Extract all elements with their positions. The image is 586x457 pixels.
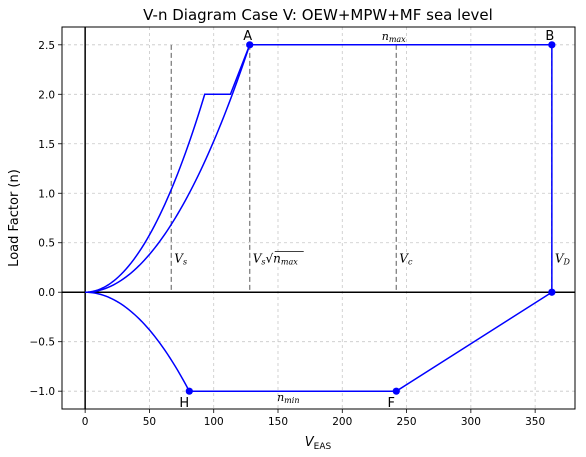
x-tick-label: 350 [525,416,545,428]
reference-line-label: Vs√nmax [253,252,299,267]
envelope-point-marker [246,41,254,49]
reference-line-label: Vc [399,252,413,267]
envelope-point-marker [548,41,556,49]
chart-title: V-n Diagram Case V: OEW+MPW+MF sea level [143,6,493,24]
y-tick-label: −0.5 [30,337,56,349]
envelope-point-marker [392,387,400,395]
envelope-points [185,41,556,395]
y-tick-label: 2.5 [38,40,55,52]
plot-frame [61,26,576,410]
point-label: F [388,396,395,411]
envelope-point-marker [548,288,556,296]
positive-stall-curve [85,44,251,293]
gust-line-series [85,44,251,293]
reference-line-label: Vs [174,252,187,267]
y-tick-label: −1.0 [30,386,56,398]
x-axis-label: VEAS [305,435,332,452]
axis-ticks: 0 50 100 150 200 250 300 350 −1.0 −0.5 0.0 0.5 1.0 1.… [30,40,546,428]
x-tick-label: 250 [397,416,417,428]
negative-stall-curve [85,291,190,392]
x-tick-label: 300 [461,416,481,428]
envelope-boundary [249,44,553,392]
y-tick-label: 2.0 [38,89,55,101]
y-tick-label: 1.0 [38,188,55,200]
point-label: B [545,29,554,44]
zero-axes [62,27,575,409]
reference-line-label: VD [555,252,571,267]
envelope-series [85,44,553,392]
load-limit-label: nmin [277,391,299,405]
y-tick-label: 0.0 [38,287,55,299]
grid-lines [62,27,575,409]
x-tick-label: 100 [204,416,224,428]
envelope-point-marker [185,387,193,395]
y-axis-label: Load Factor (n) [7,169,22,267]
x-tick-label: 150 [268,416,288,428]
load-limit-label: nmax [382,30,406,44]
reference-lines [170,44,553,293]
x-tick-label: 0 [82,416,89,428]
y-tick-label: 0.5 [38,238,55,250]
x-tick-label: 50 [143,416,156,428]
x-tick-label: 200 [332,416,352,428]
point-label: H [179,396,189,411]
y-tick-label: 1.5 [38,139,55,151]
point-label: A [243,29,252,44]
